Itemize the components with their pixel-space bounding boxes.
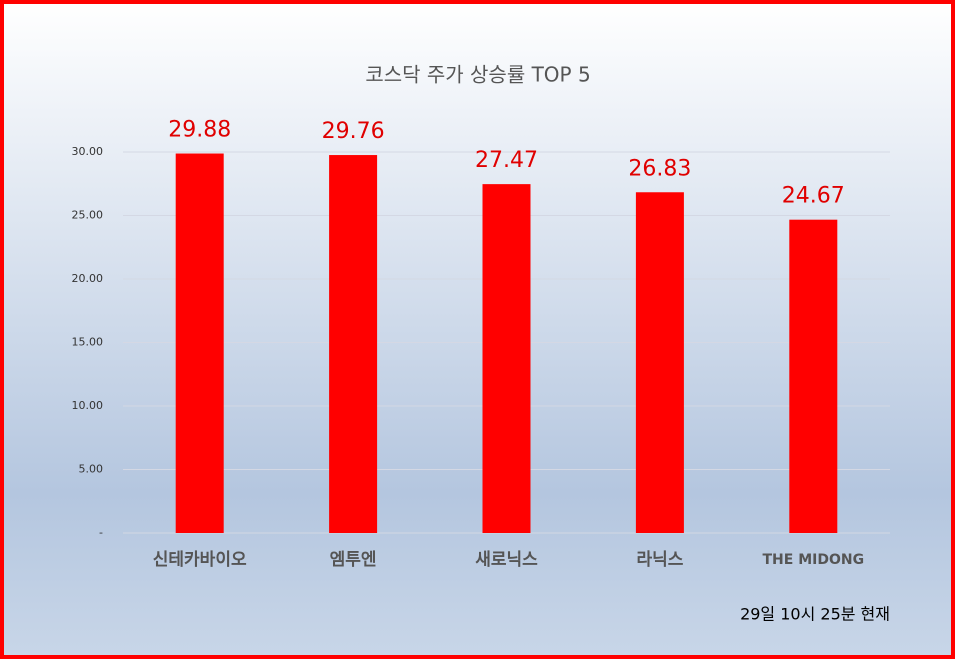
chart-title: 코스닥 주가 상승률 TOP 5 — [365, 63, 590, 87]
y-tick-label: 10.00 — [72, 399, 104, 412]
data-label: 24.67 — [782, 184, 845, 209]
bar — [789, 219, 838, 534]
bar — [482, 184, 531, 534]
bar — [635, 192, 684, 533]
y-tick-label: 30.00 — [72, 145, 104, 158]
data-label: 26.83 — [628, 156, 691, 181]
annotation: 29일 10시 25분 현재 — [740, 605, 890, 624]
x-tick-label: 엠투엔 — [330, 550, 377, 570]
x-tick-label: THE MIDONG — [763, 552, 865, 568]
y-tick-label: 25.00 — [72, 209, 104, 222]
data-label: 27.47 — [475, 148, 538, 173]
y-tick-label: - — [99, 526, 103, 539]
x-tick-label: 신테카바이오 — [153, 550, 247, 570]
bar — [329, 155, 378, 533]
y-tick-label: 15.00 — [72, 336, 104, 349]
y-tick-label: 5.00 — [79, 463, 104, 476]
data-label: 29.88 — [168, 118, 231, 143]
bar — [175, 153, 224, 534]
x-tick-label: 라닉스 — [636, 550, 683, 570]
x-tick-label: 새로닉스 — [475, 550, 538, 570]
data-label: 29.76 — [322, 119, 385, 144]
y-tick-label: 20.00 — [72, 272, 104, 285]
